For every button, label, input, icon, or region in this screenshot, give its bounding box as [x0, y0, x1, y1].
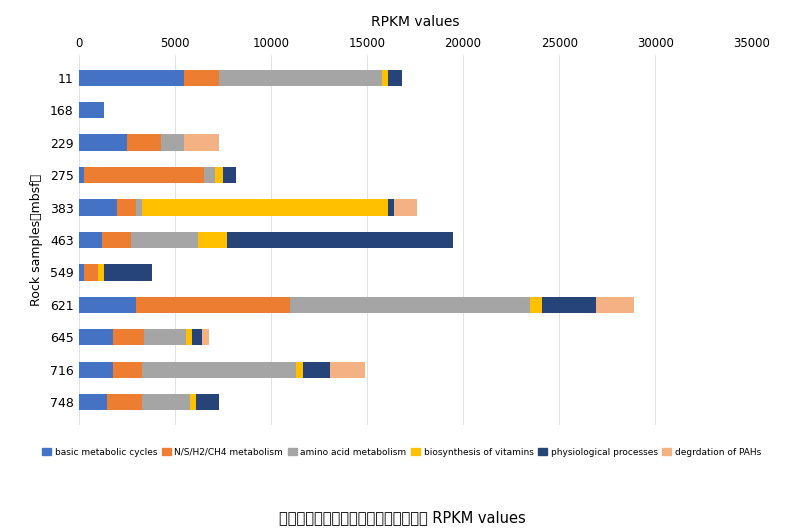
Bar	[79, 329, 114, 346]
Bar	[290, 297, 530, 313]
Bar	[223, 167, 236, 183]
Y-axis label: Rock samples（mbsf）: Rock samples（mbsf）	[30, 174, 43, 306]
Bar	[79, 361, 114, 378]
Bar	[192, 329, 201, 346]
Bar	[79, 69, 184, 86]
Bar	[79, 264, 85, 280]
Bar	[85, 167, 204, 183]
Bar	[142, 361, 295, 378]
Bar	[190, 394, 196, 410]
Bar	[161, 135, 184, 151]
Bar	[388, 69, 402, 86]
Bar	[79, 102, 104, 118]
Bar	[198, 232, 227, 248]
Bar	[79, 394, 107, 410]
Bar	[79, 232, 101, 248]
Bar	[114, 329, 144, 346]
Bar	[201, 329, 209, 346]
Bar	[107, 394, 142, 410]
Bar	[101, 232, 130, 248]
Bar	[142, 199, 388, 216]
Bar	[79, 167, 85, 183]
Bar	[104, 264, 151, 280]
Bar	[215, 167, 223, 183]
Bar	[98, 264, 104, 280]
Bar	[117, 199, 136, 216]
Bar	[136, 297, 290, 313]
Bar	[79, 135, 126, 151]
Bar	[130, 232, 198, 248]
Bar	[204, 167, 215, 183]
Bar	[542, 297, 596, 313]
Title: RPKM values: RPKM values	[371, 15, 459, 29]
Bar	[79, 297, 136, 313]
Bar	[79, 199, 117, 216]
Bar	[219, 69, 382, 86]
Bar	[303, 361, 330, 378]
Bar	[136, 199, 142, 216]
Bar	[394, 199, 417, 216]
Bar	[126, 135, 161, 151]
Bar	[388, 199, 394, 216]
Bar	[114, 361, 142, 378]
Bar	[196, 394, 219, 410]
Bar	[295, 361, 303, 378]
Bar	[184, 135, 219, 151]
Bar	[530, 297, 542, 313]
Bar	[144, 329, 186, 346]
Legend: basic metabolic cycles, N/S/H2/CH4 metabolism, amino acid metabolism, biosynthes: basic metabolic cycles, N/S/H2/CH4 metab…	[39, 444, 765, 461]
Bar	[142, 394, 190, 410]
Bar	[227, 232, 453, 248]
Bar	[382, 69, 388, 86]
Bar	[85, 264, 98, 280]
Bar	[596, 297, 634, 313]
Bar	[330, 361, 365, 378]
Bar	[184, 69, 219, 86]
Text: 不同深度岩石样品检测到的功能基因的 RPKM values: 不同深度岩石样品检测到的功能基因的 RPKM values	[279, 510, 526, 525]
Bar	[186, 329, 192, 346]
